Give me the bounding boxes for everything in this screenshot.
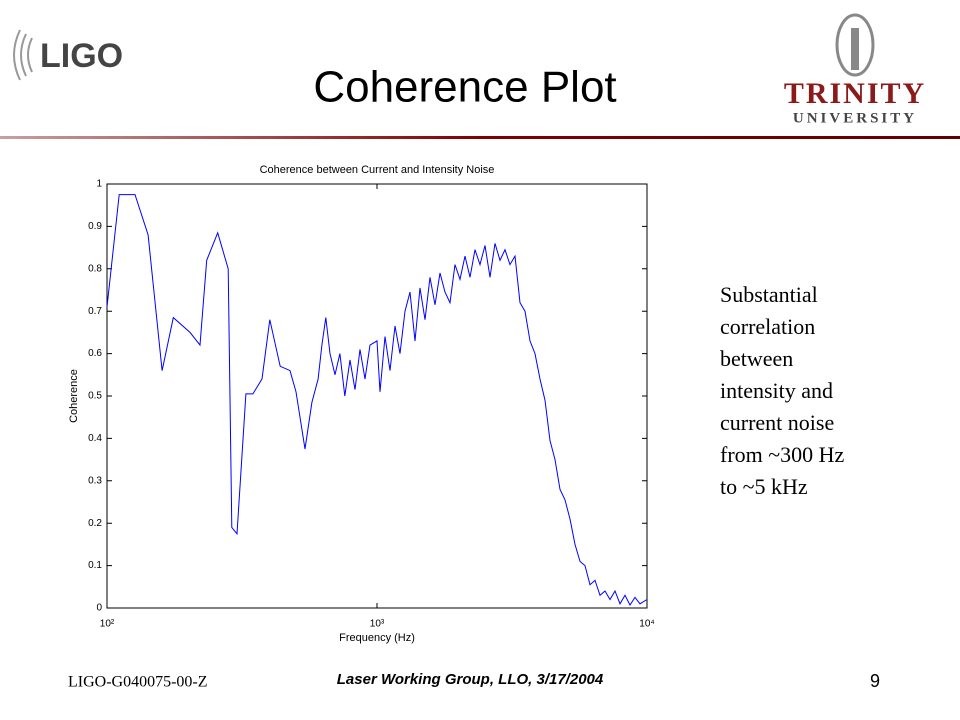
y-tick-label: 0.8 bbox=[88, 263, 102, 274]
logo-emblem bbox=[835, 13, 875, 77]
logo-sub: UNIVERSITY bbox=[793, 110, 917, 126]
logo-text: LIGO bbox=[40, 37, 123, 75]
chart: Coherence between Current and Intensity … bbox=[68, 164, 655, 644]
note: Substantial correlation between intensity a… bbox=[720, 282, 845, 499]
note-line: from ~300 Hz bbox=[720, 442, 845, 467]
ligo-logo: LIGO bbox=[13, 29, 123, 81]
y-axis-label: Coherence bbox=[68, 369, 80, 423]
y-tick-label: 0.1 bbox=[88, 560, 102, 571]
y-tick-label: 1 bbox=[96, 179, 102, 190]
x-tick-label: 10³ bbox=[370, 619, 385, 630]
x-tick-label: 10⁴ bbox=[639, 619, 654, 630]
footer-center: Laser Working Group, LLO, 3/17/2004 bbox=[337, 671, 604, 688]
y-tick-label: 0.2 bbox=[88, 518, 102, 529]
y-tick-label: 0.3 bbox=[88, 475, 102, 486]
plot-frame bbox=[106, 183, 648, 609]
chart-title: Coherence between Current and Intensity … bbox=[260, 164, 495, 176]
x-tick-label: 10² bbox=[100, 619, 115, 630]
line-series bbox=[106, 194, 648, 606]
header-rule bbox=[0, 136, 960, 139]
y-tick-label: 0 bbox=[96, 603, 102, 614]
note-line: current noise bbox=[720, 410, 834, 435]
page-number: 9 bbox=[870, 671, 880, 691]
note-line: Substantial bbox=[720, 282, 818, 307]
note-line: between bbox=[720, 346, 793, 371]
x-axis-label: Frequency (Hz) bbox=[339, 632, 415, 644]
y-tick-label: 0.7 bbox=[88, 306, 102, 317]
logo-name: TRINITY bbox=[784, 77, 926, 110]
note-line: intensity and bbox=[720, 378, 833, 403]
footer-id: LIGO-G040075-00-Z bbox=[68, 674, 208, 691]
note-line: to ~5 kHz bbox=[720, 474, 808, 499]
y-tick-label: 0.4 bbox=[88, 433, 102, 444]
logo-arcs bbox=[13, 29, 33, 81]
slide-title: Coherence Plot bbox=[313, 63, 616, 112]
logo-tower bbox=[851, 28, 859, 70]
y-tick-label: 0.5 bbox=[88, 391, 102, 402]
note-line: correlation bbox=[720, 314, 815, 339]
y-tick-label: 0.9 bbox=[88, 221, 102, 232]
trinity-logo: TRINITY UNIVERSITY bbox=[784, 13, 926, 126]
y-tick-label: 0.6 bbox=[88, 348, 102, 359]
